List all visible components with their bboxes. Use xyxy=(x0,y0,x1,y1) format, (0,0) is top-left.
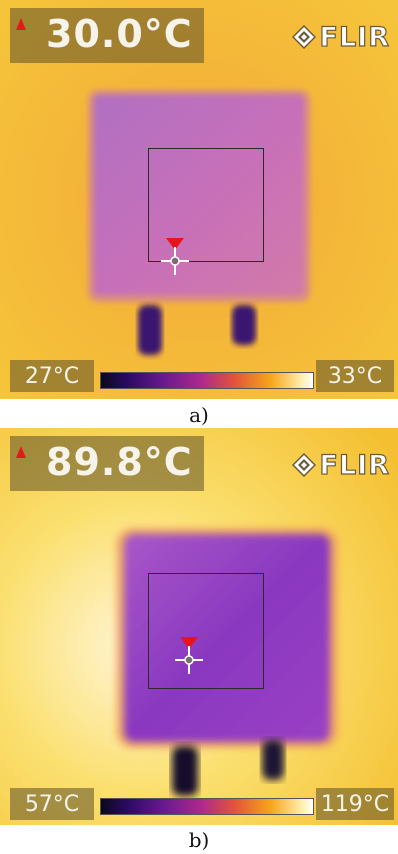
flir-logo-text: FLIR xyxy=(319,449,390,481)
thermal-image-a: 30.0°C FLIR 27°C 33°C xyxy=(0,0,398,399)
flir-logo-text: FLIR xyxy=(319,21,390,53)
measurement-box-a xyxy=(148,148,264,262)
thermal-background-b xyxy=(0,428,398,825)
color-scale-bar-a xyxy=(100,372,314,389)
thermal-image-b: 89.8°C FLIR 57°C 119°C xyxy=(0,428,398,825)
thermal-background-a xyxy=(0,0,398,399)
alarm-triangle-icon xyxy=(16,446,26,458)
flir-diamond-icon xyxy=(291,453,316,477)
triangle-down-icon xyxy=(166,238,184,250)
measurement-box-b xyxy=(148,573,264,689)
alarm-triangle-icon xyxy=(16,18,26,30)
triangle-down-icon xyxy=(180,637,198,649)
flir-logo-a: FLIR xyxy=(291,21,391,53)
temperature-value: 89.8°C xyxy=(46,440,193,484)
caption-a: a) xyxy=(189,403,209,427)
temperature-readout-b: 89.8°C xyxy=(10,436,204,491)
flir-diamond-icon xyxy=(291,25,316,49)
scale-max-label-b: 119°C xyxy=(316,788,394,820)
scale-min-label-a: 27°C xyxy=(10,360,94,392)
crosshair-icon xyxy=(161,247,189,275)
caption-b: b) xyxy=(188,828,210,852)
color-scale-bar-b xyxy=(100,798,314,815)
scale-min-label-b: 57°C xyxy=(10,788,94,820)
crosshair-icon xyxy=(175,646,203,674)
temperature-value: 30.0°C xyxy=(46,12,193,56)
temperature-readout-a: 30.0°C xyxy=(10,8,204,63)
flir-logo-b: FLIR xyxy=(291,449,391,481)
scale-max-label-a: 33°C xyxy=(316,360,394,392)
